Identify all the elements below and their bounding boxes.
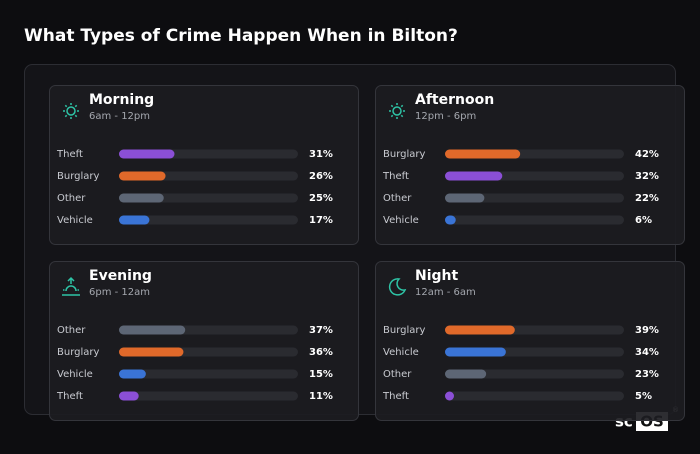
value-label: 15% (309, 369, 333, 380)
bar-track (119, 391, 298, 401)
value-label: 22% (635, 193, 659, 204)
category-label: Vehicle (383, 215, 419, 226)
category-label: Other (57, 193, 86, 204)
page-title: What Types of Crime Happen When in Bilto… (24, 26, 458, 46)
card-title: Morning (89, 92, 154, 108)
category-label: Burglary (57, 347, 99, 358)
bar (445, 325, 515, 335)
bar (445, 347, 506, 357)
bar-track (445, 193, 624, 203)
bar (445, 193, 485, 203)
bar-track (119, 193, 298, 203)
category-label: Burglary (57, 171, 99, 182)
value-label: 32% (635, 171, 659, 182)
value-label: 11% (309, 391, 333, 402)
category-label: Theft (382, 171, 409, 182)
bar (445, 171, 503, 181)
card-icon (389, 103, 405, 119)
bar (119, 215, 150, 225)
category-label: Theft (56, 149, 83, 160)
card-bg (49, 261, 359, 421)
bar-track (119, 215, 298, 225)
bar (119, 149, 175, 159)
value-label: 36% (309, 347, 333, 358)
category-label: Burglary (383, 149, 425, 160)
card: Night 12am - 6am Burglary 39% Vehicle 34% Othe… (375, 261, 685, 421)
card-bg (375, 261, 685, 421)
value-label: 6% (635, 215, 652, 226)
bar-track (119, 369, 298, 379)
category-label: Theft (56, 391, 83, 402)
category-label: Other (57, 325, 86, 336)
category-label: Vehicle (57, 369, 93, 380)
card-icon (388, 278, 407, 296)
card-icon (63, 103, 79, 119)
value-label: 26% (309, 171, 333, 182)
bar (119, 391, 139, 401)
card: Afternoon 12pm - 6pm Burglary 42% Theft 32% Ot… (375, 85, 685, 245)
bar (445, 215, 456, 225)
card-subtitle: 6am - 12pm (89, 111, 150, 122)
value-label: 23% (635, 369, 659, 380)
card-subtitle: 6pm - 12am (89, 287, 150, 298)
value-label: 25% (309, 193, 333, 204)
bar (119, 325, 186, 335)
card-subtitle: 12am - 6am (415, 287, 476, 298)
card-title: Evening (89, 268, 152, 284)
bar (119, 171, 166, 181)
bar-track (445, 369, 624, 379)
value-label: 37% (309, 325, 333, 336)
value-label: 39% (635, 325, 659, 336)
value-label: 34% (635, 347, 659, 358)
bar-track (445, 215, 624, 225)
card-icon (62, 276, 80, 296)
card-subtitle: 12pm - 6pm (415, 111, 476, 122)
bar (445, 369, 487, 379)
category-label: Other (383, 369, 412, 380)
card: Evening 6pm - 12am Other 37% Burglary 36% Vehi… (49, 261, 359, 421)
category-label: Other (383, 193, 412, 204)
value-label: 17% (309, 215, 333, 226)
category-label: Vehicle (383, 347, 419, 358)
category-label: Burglary (383, 325, 425, 336)
category-label: Vehicle (57, 215, 93, 226)
card-title: Night (415, 268, 459, 284)
bar (445, 391, 454, 401)
card: Morning 6am - 12pm Theft 31% Burglary 26% Othe… (49, 85, 359, 245)
card-bg (49, 85, 359, 245)
category-label: Theft (382, 391, 409, 402)
bar (119, 369, 146, 379)
value-label: 31% (309, 149, 333, 160)
value-label: 5% (635, 391, 652, 402)
card-title: Afternoon (415, 92, 494, 108)
bar (119, 193, 164, 203)
bar (119, 347, 184, 357)
value-label: 42% (635, 149, 659, 160)
card-bg (375, 85, 685, 245)
bar (445, 149, 521, 159)
bar-track (445, 391, 624, 401)
